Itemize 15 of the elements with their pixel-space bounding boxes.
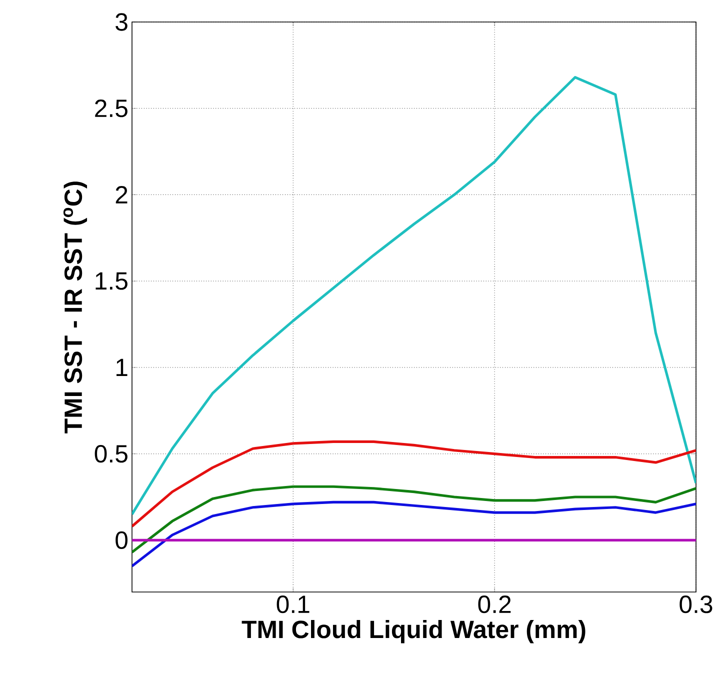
- x-axis-title: TMI Cloud Liquid Water (mm): [242, 620, 586, 644]
- x-tick-label: 0.2: [478, 596, 511, 614]
- y-tick-label: 3: [116, 13, 128, 31]
- y-tick-label: 0: [116, 531, 128, 550]
- x-tick-label: 0.1: [276, 596, 310, 614]
- line-series: [132, 500, 696, 568]
- y-tick-label: 1.5: [96, 272, 128, 290]
- y-tick-label: 1: [116, 358, 128, 376]
- y-axis-title: TMI SST - IR SST ($^{o}$C): [63, 182, 88, 434]
- x-tick-label: 0.3: [680, 596, 712, 614]
- y-tick-label: 2: [116, 186, 128, 204]
- line-series: [132, 485, 696, 554]
- y-tick-label: 2.5: [95, 100, 128, 118]
- line-series: [132, 76, 696, 516]
- y-tick-label: 0.5: [94, 445, 128, 463]
